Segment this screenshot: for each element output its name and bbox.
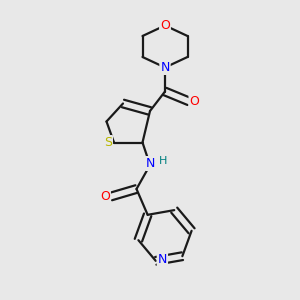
Text: O: O	[100, 190, 110, 203]
Text: N: N	[158, 253, 167, 266]
Text: N: N	[160, 61, 170, 74]
Text: H: H	[159, 155, 168, 166]
Text: S: S	[104, 136, 112, 149]
Text: O: O	[160, 19, 170, 32]
Text: N: N	[146, 157, 155, 170]
Text: O: O	[190, 95, 199, 108]
